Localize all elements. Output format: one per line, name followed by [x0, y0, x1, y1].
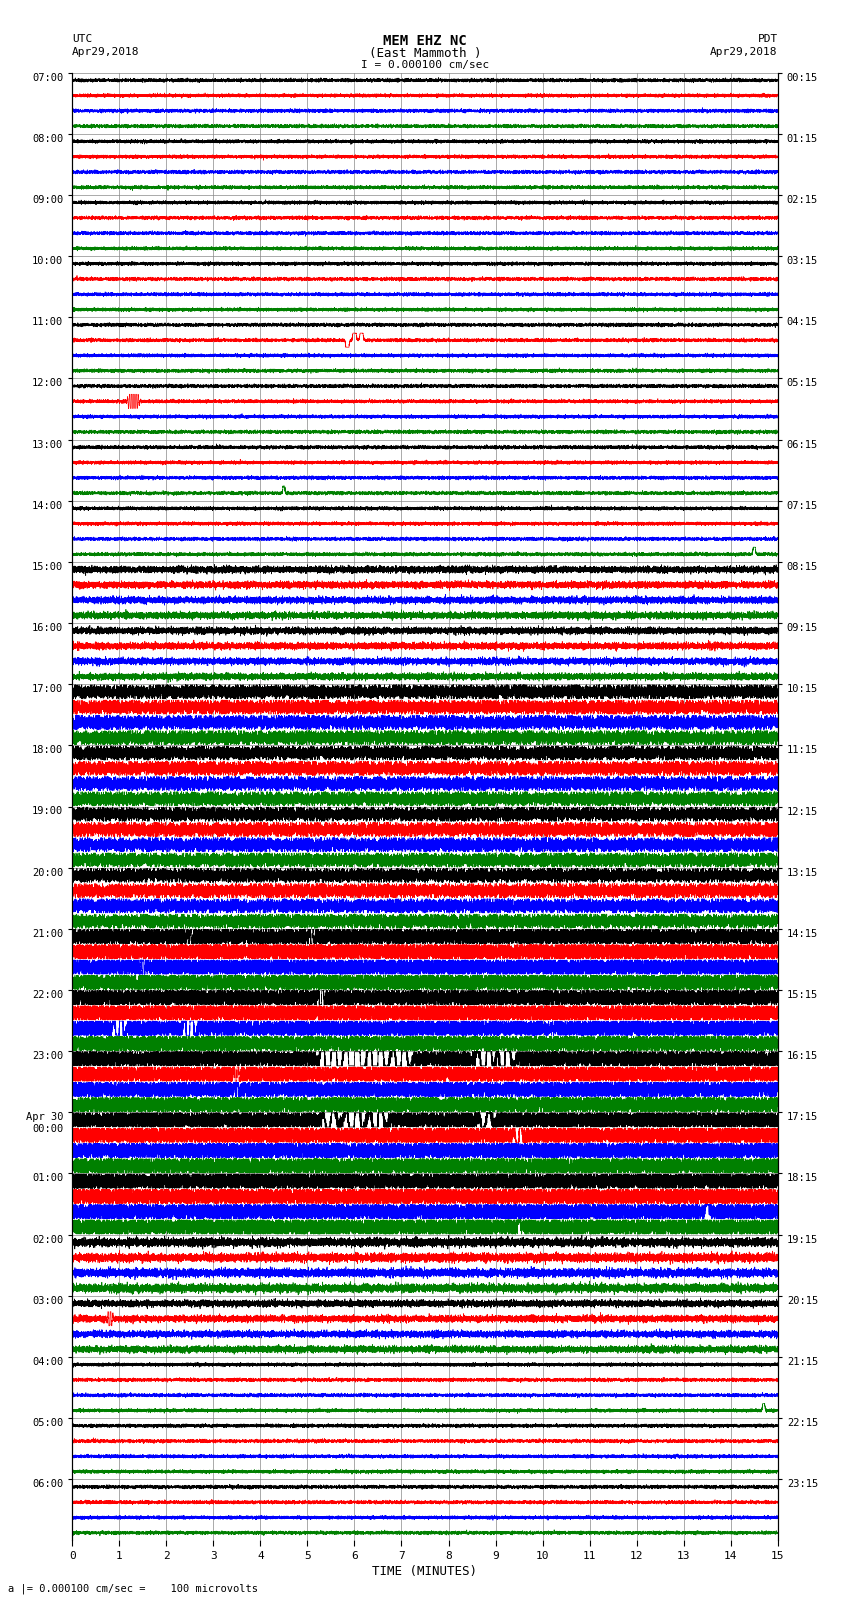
Text: I = 0.000100 cm/sec: I = 0.000100 cm/sec — [361, 60, 489, 69]
Text: Apr29,2018: Apr29,2018 — [72, 47, 139, 56]
Text: MEM EHZ NC: MEM EHZ NC — [383, 34, 467, 48]
Text: (East Mammoth ): (East Mammoth ) — [369, 47, 481, 60]
Text: a |= 0.000100 cm/sec =    100 microvolts: a |= 0.000100 cm/sec = 100 microvolts — [8, 1582, 258, 1594]
X-axis label: TIME (MINUTES): TIME (MINUTES) — [372, 1565, 478, 1578]
Text: UTC: UTC — [72, 34, 93, 44]
Text: Apr29,2018: Apr29,2018 — [711, 47, 778, 56]
Text: PDT: PDT — [757, 34, 778, 44]
